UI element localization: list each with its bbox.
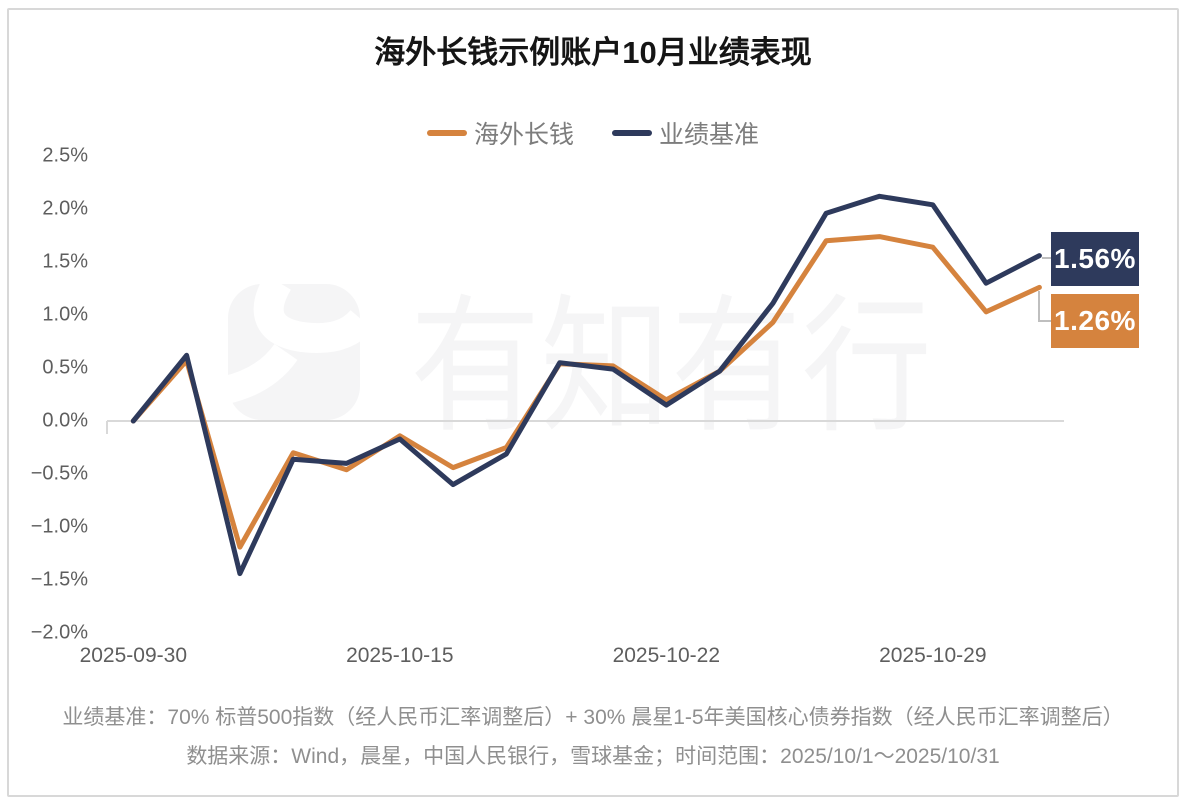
y-axis-label: −2.0% — [30, 621, 88, 644]
legend-item-haiwai[interactable]: 海外长钱 — [426, 115, 574, 151]
y-axis-label: 1.0% — [42, 303, 88, 326]
x-axis-label: 2025-10-29 — [879, 644, 987, 667]
benchmark-line-marker — [612, 130, 652, 136]
x-axis-label: 2025-10-15 — [346, 644, 454, 667]
legend-item-benchmark[interactable]: 业绩基准 — [612, 115, 759, 151]
chart-title: 海外长钱示例账户10月业绩表现 — [374, 35, 812, 70]
account-leader-line — [1038, 291, 1051, 322]
haiwai-line-marker — [426, 130, 467, 136]
legend-label-benchmark: 业绩基准 — [659, 121, 760, 149]
y-axis-label: 0.0% — [42, 409, 88, 432]
x-axis-label: 2025-10-22 — [612, 644, 720, 667]
y-axis-label: 1.5% — [42, 250, 88, 273]
benchmark-footnote: 业绩基准：70% 标普500指数（经人民币汇率调整后）+ 30% 晨星1-5年美… — [62, 706, 1124, 729]
account-value-badge: 1.26% — [1051, 294, 1139, 348]
y-axis-label: 2.0% — [42, 197, 88, 220]
y-axis-label: −0.5% — [30, 462, 88, 485]
data-source-footnote: 数据来源：Wind，晨星，中国人民银行，雪球基金；时间范围：2025/10/1～… — [186, 745, 1000, 768]
y-axis-label: 0.5% — [42, 356, 88, 379]
watermark-text: 有知有行 — [410, 285, 932, 450]
benchmark-value-badge: 1.56% — [1051, 232, 1139, 286]
y-axis-label: −1.0% — [30, 515, 88, 538]
x-axis-label: 2025-09-30 — [79, 644, 187, 667]
series-line-业绩基准 — [130, 193, 1042, 577]
legend: 海外长钱 业绩基准 — [0, 116, 1186, 150]
legend-label-haiwai: 海外长钱 — [473, 121, 574, 149]
y-axis-label: 2.5% — [42, 144, 88, 167]
watermark: 有知有行 — [222, 274, 932, 450]
youzhiyouxing-logo-icon — [222, 274, 374, 420]
y-axis-label: −1.5% — [30, 568, 88, 591]
